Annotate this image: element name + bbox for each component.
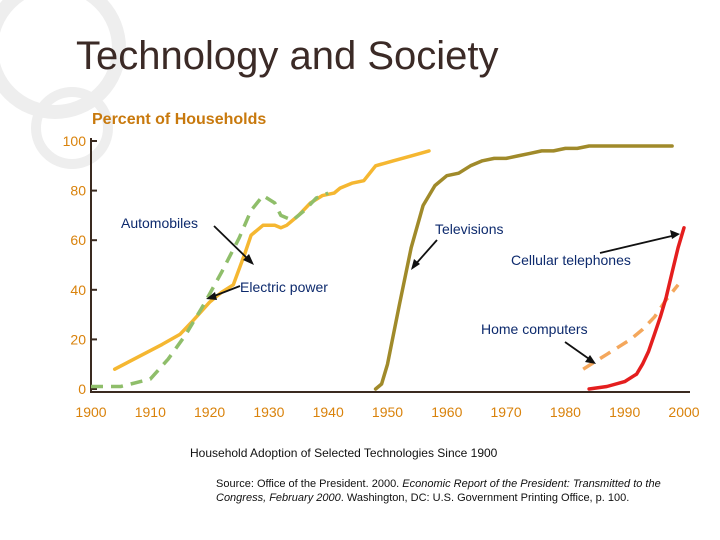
chart-caption: Household Adoption of Selected Technolog… [190,446,498,460]
x-tick-label-1980: 1980 [550,404,581,420]
y-tick-label-100: 100 [63,133,87,149]
y-tick-label-80: 80 [70,183,86,199]
series-line-home-computers [582,283,680,371]
series-line-electric-power [91,191,329,389]
decorative-circles [0,0,126,169]
x-tick-label-1900: 1900 [75,404,106,420]
x-tick-label-2000: 2000 [668,404,699,420]
y-tick-label-20: 20 [70,331,86,347]
y-tick-label-0: 0 [78,381,86,397]
series-line-automobiles [112,149,431,371]
x-tick-label-1910: 1910 [135,404,166,420]
series-line-cellular-telephones [587,226,686,391]
x-tick-label-1970: 1970 [491,404,522,420]
annotation-home-computers: Home computers [481,321,588,337]
arrow-home-computers [564,341,593,362]
annotation-televisions: Televisions [435,221,503,237]
arrowhead-home-computers [585,355,596,364]
annotation-automobiles: Automobiles [121,215,198,231]
x-tick-label-1920: 1920 [194,404,225,420]
arrowhead-electric-power [206,292,217,300]
arrow-televisions [413,239,438,267]
arrow-cellular [599,234,677,254]
arrow-automobiles [213,225,252,263]
source-suffix: . Washington, DC: U.S. Government Printi… [340,492,630,504]
annotation-cellular-telephones: Cellular telephones [511,252,631,268]
y-axis-label: Percent of Households [92,111,266,128]
y-tick-label-40: 40 [70,282,86,298]
slide-title: Technology and Society [76,34,499,78]
x-tick-label-1950: 1950 [372,404,403,420]
source-title: Economic Report of the President: Transm… [216,478,661,504]
y-tick-label-60: 60 [70,232,86,248]
x-tick-label-1940: 1940 [313,404,344,420]
annotation-electric-power: Electric power [240,279,328,295]
arrowhead-cellular [670,230,680,239]
source-citation: Source: Office of the President. 2000. E… [216,477,706,505]
arrowhead-televisions [411,259,420,270]
series-line-televisions [373,144,674,391]
arrowhead-automobiles [243,254,254,265]
source-prefix: Source: Office of the President. 2000. [216,478,403,490]
x-tick-label-1930: 1930 [253,404,284,420]
x-tick-label-1960: 1960 [431,404,462,420]
x-tick-label-1990: 1990 [609,404,640,420]
